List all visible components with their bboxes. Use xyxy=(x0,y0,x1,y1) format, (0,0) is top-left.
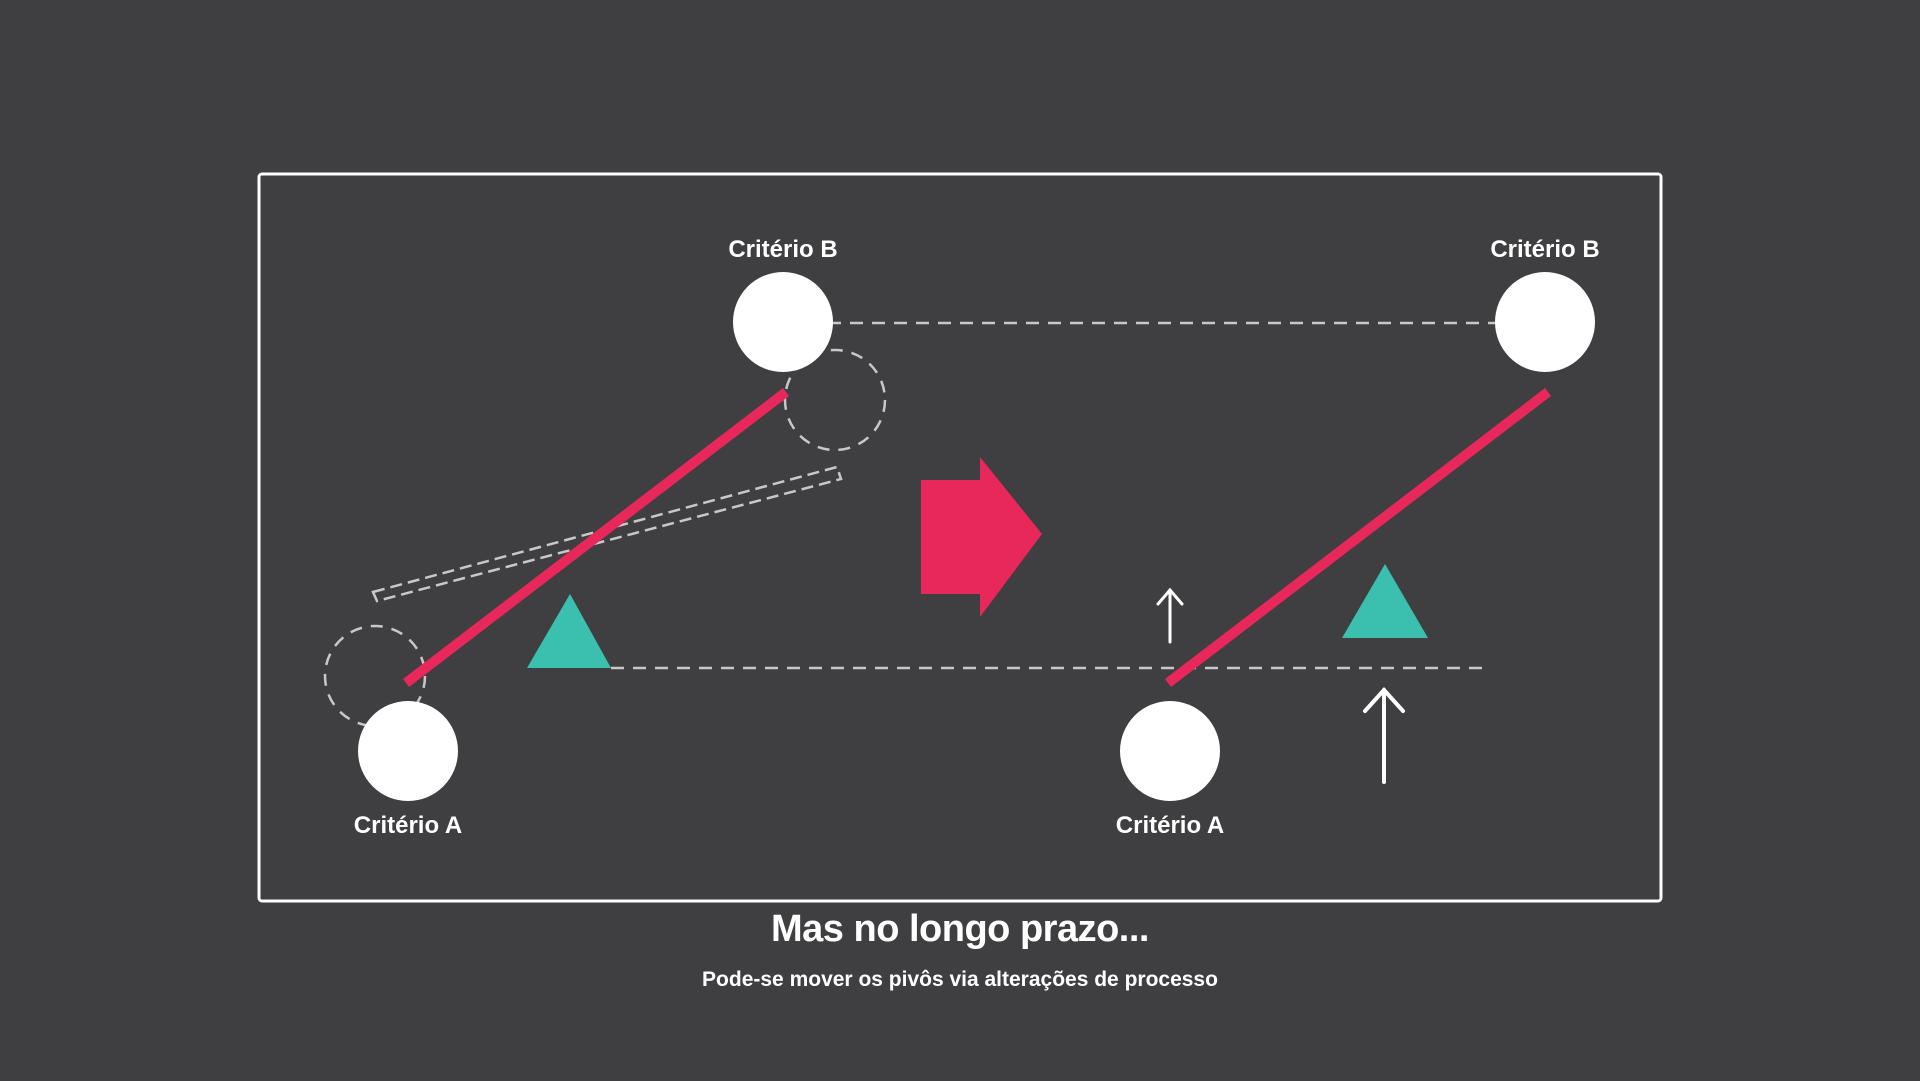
ghost-lever xyxy=(371,465,843,603)
up-arrow-icon xyxy=(1156,587,1184,644)
criterion-b-node-right xyxy=(1495,272,1595,372)
criterion-b-label-left: Critério B xyxy=(728,236,837,263)
criterion-b-node-left xyxy=(733,272,833,372)
right-arrow-icon xyxy=(921,457,1042,617)
ghost-pivot-top xyxy=(783,348,887,452)
lever-left xyxy=(402,388,790,687)
criterion-a-label-right: Critério A xyxy=(1116,812,1224,839)
criterion-a-node-right xyxy=(1120,701,1220,801)
criterion-a-node-left xyxy=(358,701,458,801)
caption-subtitle: Pode-se mover os pivôs via alterações de… xyxy=(702,968,1218,991)
diagram-frame xyxy=(257,172,1663,903)
criterion-a-label-left: Critério A xyxy=(354,812,462,839)
criterion-b-label-right: Critério B xyxy=(1490,236,1599,263)
triangle-icon xyxy=(1342,564,1428,638)
up-arrow-icon xyxy=(1363,687,1405,784)
triangle-icon xyxy=(527,594,611,668)
caption-title: Mas no longo prazo... xyxy=(771,908,1149,950)
ghost-pivot-bottom xyxy=(323,624,427,728)
lever-right xyxy=(1164,388,1552,687)
